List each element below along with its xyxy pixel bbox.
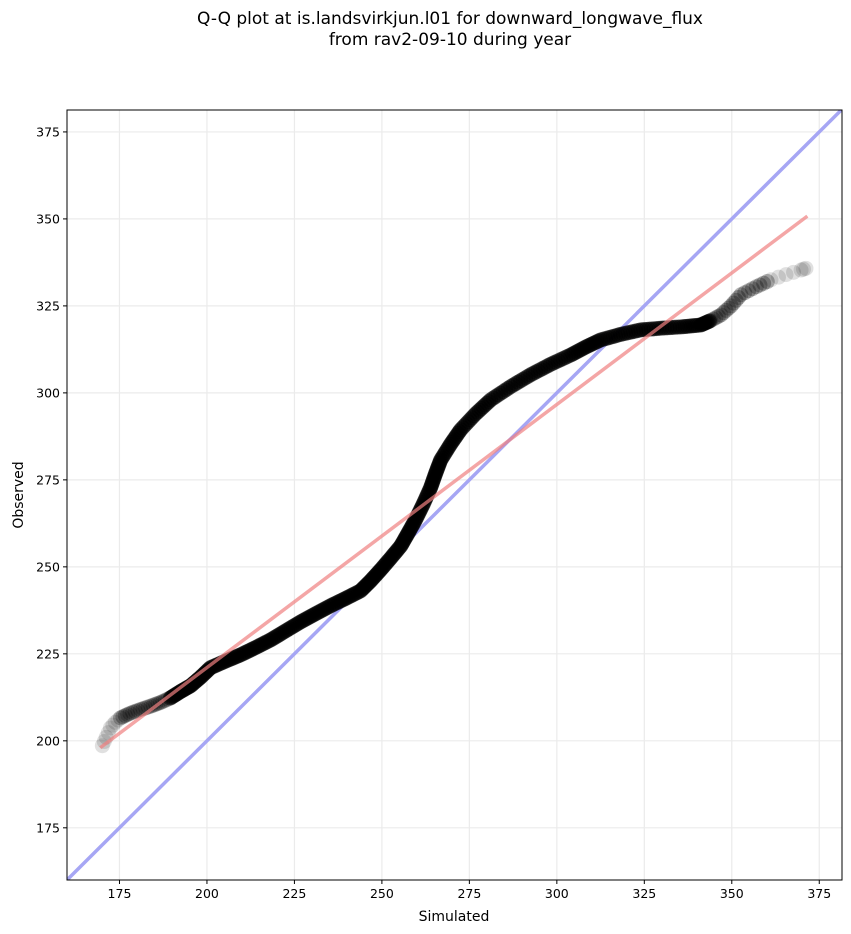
- qq-point: [756, 275, 772, 291]
- x-tick-label: 175: [108, 886, 132, 901]
- qq-point: [113, 710, 129, 726]
- chart-title: Q-Q plot at is.landsvirkjun.l01 for down…: [0, 9, 851, 51]
- qq-point: [796, 261, 812, 277]
- qq-point: [100, 725, 116, 741]
- y-axis-label: Observed: [11, 461, 27, 528]
- x-tick-label: 225: [282, 886, 306, 901]
- x-tick-label: 200: [195, 886, 219, 901]
- qq-point: [115, 709, 131, 725]
- qq-point: [718, 302, 734, 318]
- qq-point: [723, 298, 739, 314]
- x-tick-label: 375: [807, 886, 831, 901]
- x-tick-label: 350: [720, 886, 744, 901]
- qq-point: [127, 703, 143, 719]
- chart-title-line2: from rav2-09-10 during year: [328, 30, 572, 50]
- qq-point: [143, 698, 159, 714]
- qq-point: [705, 311, 721, 327]
- qq-point: [752, 277, 768, 293]
- x-axis-label: Simulated: [419, 909, 490, 925]
- y-tick-label: 275: [36, 472, 60, 487]
- qq-point: [708, 310, 724, 326]
- regression-line: [99, 214, 809, 750]
- qq-point: [793, 262, 809, 278]
- y-axis-ticks: 175 200 225 250 275 300 325 350 375: [36, 124, 67, 835]
- y-tick-label: 250: [36, 559, 60, 574]
- qq-point: [737, 285, 753, 301]
- one-to-one-line: [67, 110, 842, 880]
- x-axis-ticks: 175 200 225 250 275 300 325 350 375: [108, 880, 831, 901]
- qq-point: [110, 712, 126, 728]
- qq-point: [120, 706, 136, 722]
- x-tick-label: 300: [545, 886, 569, 901]
- qq-point: [741, 283, 757, 299]
- y-tick-label: 300: [36, 385, 60, 400]
- y-tick-label: 350: [36, 211, 60, 226]
- qq-point: [107, 714, 123, 730]
- y-tick-label: 325: [36, 298, 60, 313]
- qq-point: [710, 308, 726, 324]
- qq-point: [96, 734, 112, 750]
- qq-point: [105, 717, 121, 733]
- qq-point: [730, 290, 746, 306]
- qq-point: [715, 305, 731, 321]
- qq-point: [130, 702, 146, 718]
- plot-frame: [66, 109, 843, 881]
- qq-point: [770, 269, 786, 285]
- one-to-one-line-layer: [67, 110, 842, 880]
- chart-title-line1: Q-Q plot at is.landsvirkjun.l01 for down…: [197, 9, 703, 29]
- qq-point: [748, 279, 764, 295]
- qq-point: [728, 292, 744, 308]
- regression-line-layer: [99, 214, 809, 750]
- qq-point: [721, 300, 737, 316]
- qq-point: [759, 274, 775, 290]
- qq-point: [733, 287, 749, 303]
- plot-area: [67, 110, 842, 880]
- x-tick-label: 275: [457, 886, 481, 901]
- qq-point: [778, 267, 794, 283]
- x-tick-label: 325: [632, 886, 656, 901]
- qq-point: [117, 708, 133, 724]
- qq-point: [744, 281, 760, 297]
- qq-point: [125, 704, 141, 720]
- x-tick-label: 250: [370, 886, 394, 901]
- qq-point: [102, 720, 118, 736]
- qq-point: [726, 295, 742, 311]
- qq-point: [798, 260, 814, 276]
- y-tick-label: 200: [36, 733, 60, 748]
- qq-point: [763, 272, 779, 288]
- qq-point: [702, 313, 718, 329]
- y-tick-label: 375: [36, 124, 60, 139]
- qq-point: [786, 264, 802, 280]
- qq-point: [713, 307, 729, 323]
- y-tick-label: 175: [36, 820, 60, 835]
- qq-point: [703, 313, 719, 329]
- y-tick-label: 225: [36, 646, 60, 661]
- grid-lines: [67, 110, 842, 880]
- qq-point: [122, 705, 138, 721]
- scatter-points: [94, 260, 814, 754]
